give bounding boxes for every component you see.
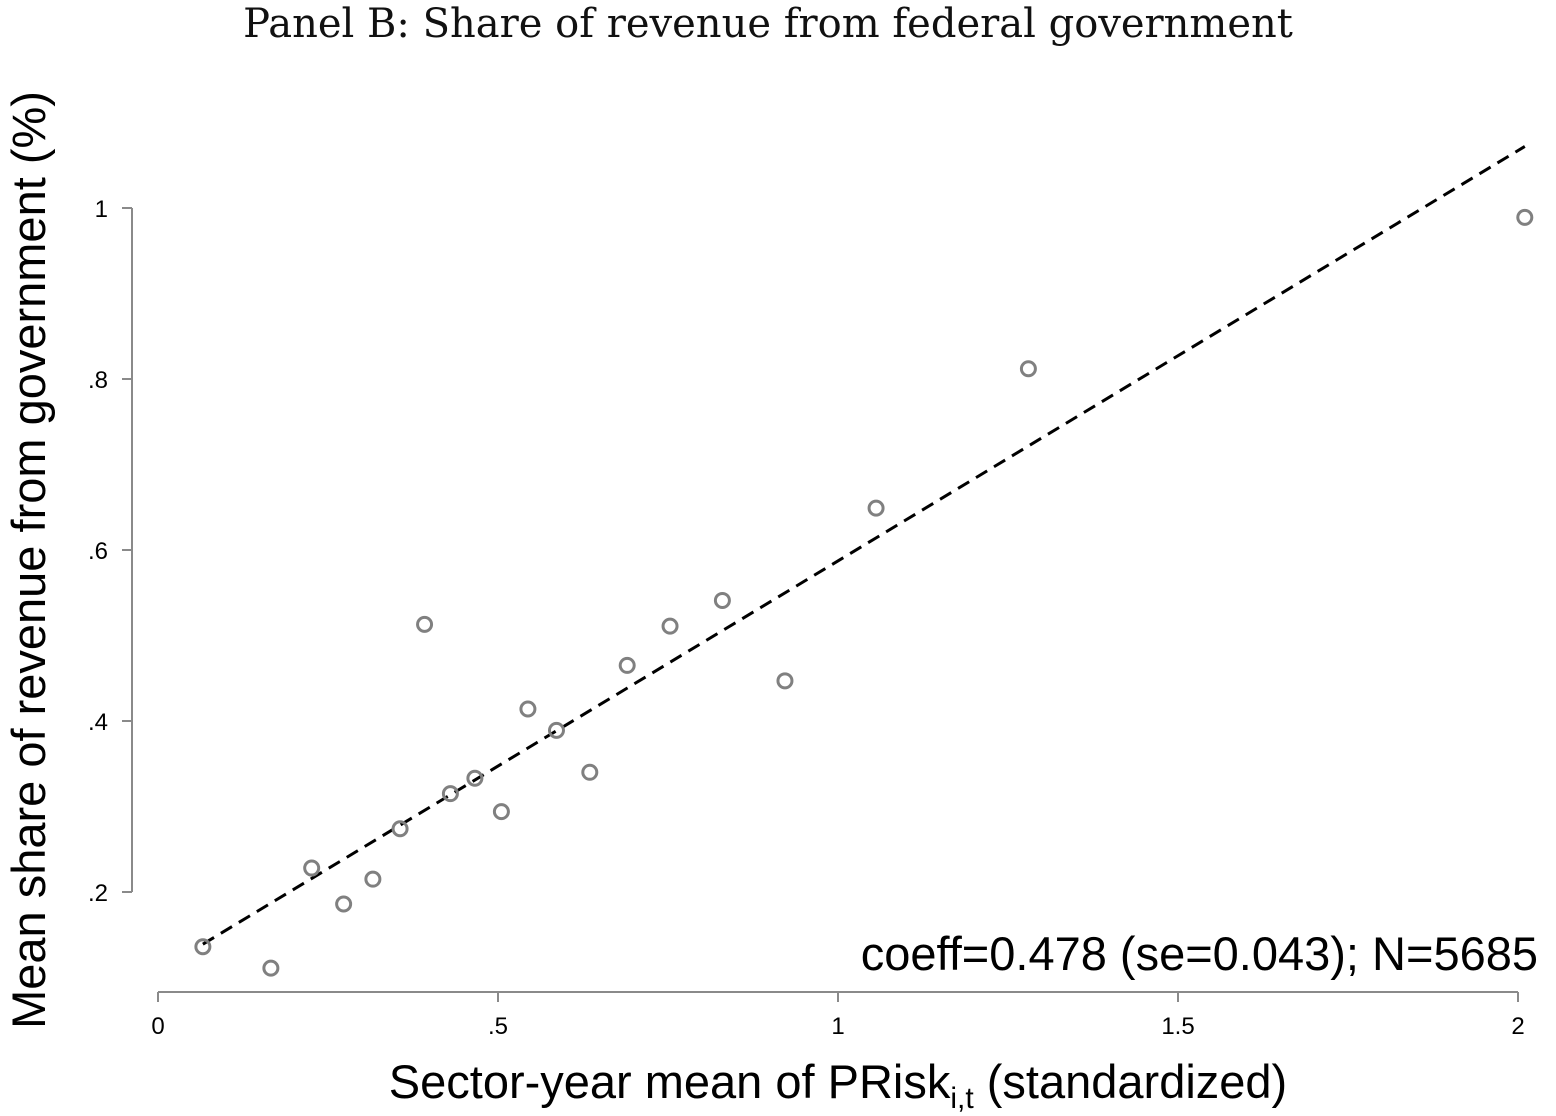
fit-line <box>202 145 1526 946</box>
data-point <box>519 700 537 718</box>
x-tick-label: 1 <box>831 1013 844 1040</box>
data-point <box>492 803 510 821</box>
x-axis-title-subscript: i,t <box>950 1082 974 1115</box>
chart-title: Panel B: Share of revenue from federal g… <box>243 1 1293 47</box>
x-tick-label: 0 <box>151 1013 164 1040</box>
data-point <box>661 617 679 635</box>
x-tick-label: 1.5 <box>1161 1013 1194 1040</box>
data-point <box>867 499 885 517</box>
data-point <box>335 895 353 913</box>
y-ticks: .2 .4 .6 .8 1 <box>88 196 132 907</box>
data-point <box>194 938 212 956</box>
regression-annotation: coeff=0.478 (se=0.043); N=5685 <box>861 927 1538 980</box>
x-tick-label: 2 <box>1511 1013 1524 1040</box>
y-tick-label: .6 <box>88 538 108 565</box>
data-point <box>441 785 459 803</box>
y-tick-label: 1 <box>95 196 108 223</box>
data-point <box>776 672 794 690</box>
data-point <box>303 859 321 877</box>
data-point <box>713 591 731 609</box>
data-point <box>364 870 382 888</box>
data-point <box>581 763 599 781</box>
data-point <box>547 721 565 739</box>
y-tick-label: .8 <box>88 367 108 394</box>
data-points <box>194 208 1534 977</box>
axes <box>131 208 1518 993</box>
y-axis-title: Mean share of revenue from government (%… <box>2 91 55 1029</box>
x-axis-title: Sector-year mean of PRiski,t (standardiz… <box>389 1055 1287 1115</box>
data-point <box>391 820 409 838</box>
data-point <box>262 959 280 977</box>
x-ticks: 0 .5 1 1.5 2 <box>151 992 1525 1040</box>
data-point <box>1516 208 1534 226</box>
y-tick-label: .2 <box>88 880 108 907</box>
data-point <box>618 656 636 674</box>
data-point <box>1019 360 1037 378</box>
x-tick-label: .5 <box>488 1013 508 1040</box>
y-tick-label: .4 <box>88 709 108 736</box>
data-point <box>416 615 434 633</box>
x-axis-title-suffix: (standardized) <box>974 1055 1288 1108</box>
x-axis-title-main: Sector-year mean of PRisk <box>389 1055 951 1108</box>
data-point <box>466 769 484 787</box>
